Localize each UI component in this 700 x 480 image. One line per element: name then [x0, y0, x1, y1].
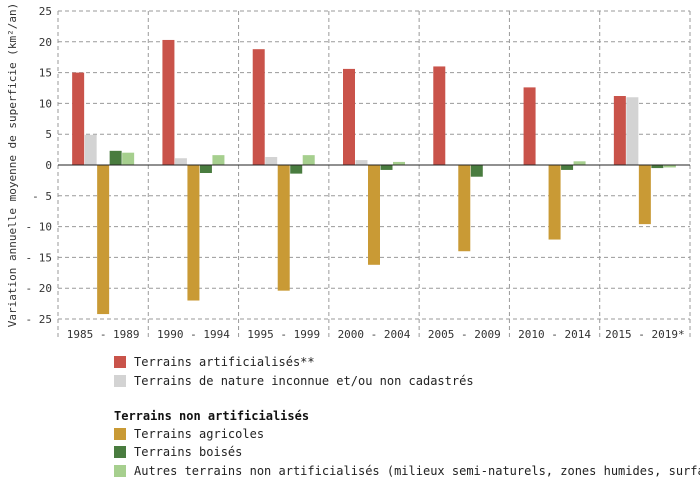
bar — [523, 87, 536, 165]
x-tick-label: 1985 - 1989 — [67, 328, 140, 341]
bar — [212, 155, 225, 165]
legend-group-heading: Terrains non artificialisés — [114, 409, 309, 423]
bar — [573, 161, 586, 165]
bar — [458, 165, 471, 252]
bars-layer — [72, 39, 676, 315]
x-tick-label: 2000 - 2004 — [338, 328, 411, 341]
bar — [290, 165, 303, 174]
y-tick-label: - 25 — [26, 313, 53, 326]
bar — [265, 156, 278, 165]
x-tick-label: 2010 - 2014 — [518, 328, 591, 341]
bar — [302, 155, 315, 165]
y-tick-label: - 20 — [26, 282, 53, 295]
bar — [97, 165, 110, 315]
legend-label: Terrains artificialisés** — [134, 355, 315, 369]
bar — [162, 39, 175, 166]
bar — [613, 96, 626, 165]
y-tick-label: 20 — [39, 36, 52, 49]
bar — [651, 165, 664, 169]
bar — [84, 134, 97, 165]
y-tick-label: 0 — [45, 159, 52, 172]
bar — [638, 165, 651, 225]
legend-swatch — [114, 356, 126, 368]
bar — [626, 97, 639, 165]
x-tick-label: 1995 - 1999 — [247, 328, 320, 341]
y-tick-label: - 10 — [26, 221, 53, 234]
y-tick-label: 25 — [39, 5, 52, 18]
bar — [561, 165, 574, 170]
bar — [355, 160, 368, 165]
y-axis-title: Variation annuelle moyenne de superficie… — [6, 3, 19, 328]
bar — [187, 165, 200, 301]
x-tick-label: 1990 - 1994 — [157, 328, 230, 341]
legend-label: Terrains agricoles — [134, 427, 264, 441]
bar — [174, 158, 187, 165]
bar — [368, 165, 380, 265]
y-tick-label: - 5 — [32, 190, 52, 203]
bar — [343, 68, 355, 165]
legend-label: Terrains boisés — [134, 445, 242, 459]
y-tick-label: 5 — [45, 128, 52, 141]
legend: Terrains artificialisés** Terrains de nat… — [114, 355, 700, 478]
legend-label: Terrains de nature inconnue et/ou non ca… — [134, 374, 474, 388]
x-tick-label: 2005 - 2009 — [428, 328, 501, 341]
bar — [380, 165, 393, 170]
bar — [277, 165, 290, 291]
bar — [252, 49, 265, 165]
bar — [548, 165, 561, 240]
axis-layer: 25 20 15 10 5 0 - 5 - 10 - 15 - 20 - 25 1985 - 1989… — [26, 5, 690, 341]
bar — [122, 152, 135, 165]
bar — [470, 165, 483, 177]
x-tick-label: 2015 - 2019* — [605, 328, 684, 341]
legend-swatch — [114, 428, 126, 440]
bar — [72, 72, 85, 165]
bar — [433, 66, 446, 165]
bar — [199, 165, 212, 174]
y-tick-label: 10 — [39, 97, 52, 110]
legend-swatch — [114, 446, 126, 458]
y-tick-label: 15 — [39, 67, 52, 80]
legend-swatch — [114, 375, 126, 387]
legend-swatch — [114, 465, 126, 477]
bar — [663, 165, 676, 168]
bar — [393, 161, 405, 165]
bar — [109, 150, 122, 165]
legend-label: Autres terrains non artificialisés (mili… — [134, 464, 700, 478]
y-tick-label: - 15 — [26, 251, 53, 264]
